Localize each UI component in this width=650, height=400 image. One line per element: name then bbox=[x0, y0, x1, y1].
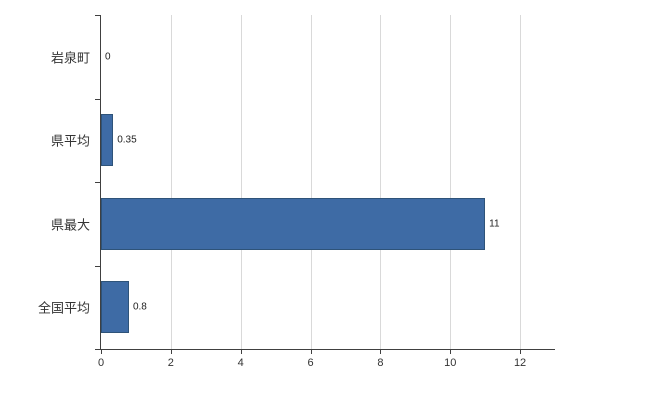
y-axis-tick bbox=[95, 349, 101, 350]
x-axis-tick bbox=[170, 349, 172, 354]
x-tick-label: 10 bbox=[444, 357, 457, 369]
gridline bbox=[170, 15, 172, 349]
gridline bbox=[450, 15, 452, 349]
gridline bbox=[310, 15, 312, 349]
x-axis-tick bbox=[520, 349, 522, 354]
y-axis-tick bbox=[95, 15, 101, 16]
x-axis-tick bbox=[101, 349, 102, 354]
gridline bbox=[240, 15, 242, 349]
x-tick-label: 4 bbox=[237, 357, 244, 369]
plot-area: 0 2 4 6 8 10 12 0 0.35 11 0.8 bbox=[95, 15, 555, 369]
gridline bbox=[520, 15, 522, 349]
bar-value-label: 0.35 bbox=[117, 134, 137, 146]
y-axis-tick bbox=[95, 98, 101, 100]
bar bbox=[101, 281, 129, 334]
x-axis-tick bbox=[450, 349, 452, 354]
bar bbox=[101, 197, 486, 250]
x-tick-label: 12 bbox=[513, 357, 527, 369]
x-tick-label: 6 bbox=[307, 357, 314, 369]
x-tick-label: 8 bbox=[377, 357, 384, 369]
x-tick-label: 2 bbox=[167, 357, 174, 369]
category-label: 岩泉町 bbox=[50, 50, 90, 66]
gridline bbox=[380, 15, 382, 349]
x-axis-tick bbox=[310, 349, 312, 354]
y-axis-tick bbox=[95, 182, 101, 183]
x-axis-tick bbox=[380, 349, 382, 354]
bar-value-label: 11 bbox=[489, 218, 500, 230]
x-axis-tick bbox=[240, 349, 242, 354]
bar-value-label: 0.8 bbox=[132, 301, 147, 313]
category-label: 県平均 bbox=[50, 133, 90, 149]
bar bbox=[101, 114, 114, 167]
category-label: 県最大 bbox=[50, 217, 90, 233]
bar-value-label: 0 bbox=[105, 51, 111, 63]
category-label: 全国平均 bbox=[37, 300, 90, 316]
x-tick-label: 0 bbox=[97, 357, 105, 369]
y-axis-tick bbox=[95, 265, 101, 267]
